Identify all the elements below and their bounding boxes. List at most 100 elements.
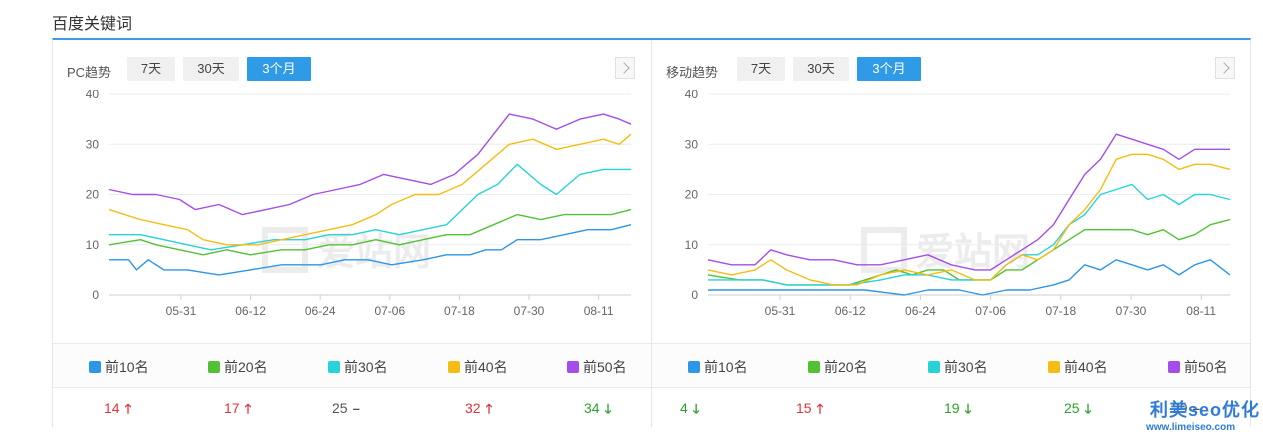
legend-item[interactable]: 前30名 — [928, 357, 988, 377]
legend-swatch — [928, 361, 940, 373]
legend-swatch — [1048, 361, 1060, 373]
x-tick-label: 07-18 — [444, 304, 475, 318]
rank-count-top30: 19 🡓 — [944, 400, 971, 422]
arrow-up-icon: 🡑 — [485, 401, 493, 416]
legend-label: 前30名 — [344, 359, 388, 375]
series-line-5 — [707, 133, 1230, 271]
legend-item[interactable]: 前10名 — [688, 357, 748, 377]
rank-count-top40: 25 🡓 — [1064, 400, 1091, 422]
arrow-up-icon: 🡑 — [244, 401, 252, 416]
legend-item[interactable]: 前40名 — [448, 357, 508, 377]
x-tick-label: 05-31 — [166, 304, 197, 318]
site-watermark: 利美seo优化 www.limeiseo.com — [1146, 396, 1260, 433]
y-tick-label: 10 — [685, 238, 699, 252]
arrow-up-icon: 🡑 — [816, 401, 824, 416]
x-tick-label: 08-11 — [1186, 304, 1216, 318]
legend-row: 前10名 前20名 前30名 前40名 前50名 — [652, 343, 1250, 387]
watermark-logo-icon — [861, 227, 907, 273]
series-line-1 — [109, 224, 632, 276]
chevron-right-icon — [1218, 62, 1230, 74]
x-tick-label: 06-12 — [235, 304, 266, 318]
arrow-down-icon: 🡓 — [1084, 401, 1092, 416]
legend-item[interactable]: 前40名 — [1048, 357, 1108, 377]
pc-trend-chart: 爱站网 0 10 20 30 40 05-31 06-12 06-24 07-06 07-18 07-… — [86, 90, 632, 318]
legend-swatch — [688, 361, 700, 373]
series-line-5 — [108, 113, 632, 216]
series-line-1 — [708, 259, 1231, 296]
legend-label: 前10名 — [105, 359, 149, 375]
next-arrow-button[interactable] — [1215, 57, 1235, 79]
legend-row: 前10名 前20名 前30名 前40名 前50名 — [53, 343, 651, 387]
next-arrow-button[interactable] — [615, 57, 635, 79]
tab-3m[interactable]: 3个月 — [247, 57, 311, 81]
legend-label: 前40名 — [1064, 359, 1108, 375]
x-tick-label: 07-18 — [1045, 304, 1076, 318]
legend-label: 前20名 — [824, 359, 868, 375]
chart-watermark: 爱站网 — [262, 227, 431, 274]
rank-count-top20: 17 🡑 — [224, 400, 251, 422]
rank-count-top30: 25– — [332, 400, 360, 416]
y-tick-label: 10 — [86, 238, 100, 252]
legend-label: 前10名 — [704, 359, 748, 375]
legend-item[interactable]: 前10名 — [89, 357, 149, 377]
arrow-down-icon: 🡓 — [964, 401, 972, 416]
legend-item[interactable]: 前30名 — [328, 357, 388, 377]
x-tick-label: 05-31 — [765, 304, 796, 318]
legend-label: 前20名 — [224, 359, 268, 375]
legend-swatch — [89, 361, 101, 373]
legend-swatch — [567, 361, 579, 373]
x-tick-label: 08-11 — [584, 304, 614, 318]
series-line-2 — [108, 208, 632, 256]
legend-swatch — [808, 361, 820, 373]
mobile-trend-panel: 移动趋势 7天 30天 3个月 爱站网 0 10 20 30 40 05-31 06-12 06… — [652, 40, 1250, 427]
section-title: 百度关键词 — [52, 16, 133, 33]
legend-item[interactable]: 前50名 — [567, 357, 627, 377]
arrow-down-icon: 🡓 — [604, 401, 612, 416]
tab-7d[interactable]: 7天 — [737, 57, 785, 81]
watermark-url: www.limeiseo.com — [1146, 422, 1236, 433]
dash-icon: – — [1192, 401, 1200, 416]
y-tick-label: 40 — [86, 90, 100, 101]
dash-icon: – — [352, 401, 360, 416]
rank-count-top10: 4 🡓 — [680, 400, 700, 422]
chevron-right-icon — [618, 62, 630, 74]
tab-30d[interactable]: 30天 — [183, 57, 239, 81]
y-tick-label: 20 — [86, 188, 100, 202]
legend-item[interactable]: 前20名 — [808, 357, 868, 377]
values-row: 14 🡑 17 🡑 25– 32 🡑 34 🡓 — [53, 387, 651, 427]
legend-label: 前50名 — [583, 359, 627, 375]
legend-label: 前30名 — [944, 359, 988, 375]
legend-swatch — [208, 361, 220, 373]
legend-item[interactable]: 前20名 — [208, 357, 268, 377]
legend-swatch — [448, 361, 460, 373]
x-tick-label: 06-12 — [835, 304, 866, 318]
x-tick-label: 06-24 — [305, 304, 336, 318]
x-tick-label: 07-06 — [975, 304, 1006, 318]
legend-item[interactable]: 前50名 — [1168, 357, 1228, 377]
rank-count-top20: 15 🡑 — [796, 400, 823, 422]
x-tick-label: 07-06 — [374, 304, 405, 318]
values-row: 4 🡓 15 🡑 19 🡓 25 🡓 29– — [652, 387, 1250, 427]
x-tick-label: 07-30 — [1116, 304, 1147, 318]
watermark-label: 爱站网 — [317, 230, 431, 274]
legend-swatch — [1168, 361, 1180, 373]
legend-label: 前50名 — [1184, 359, 1228, 375]
series-line-4 — [707, 153, 1231, 286]
y-tick-label: 20 — [685, 188, 699, 202]
legend-swatch — [328, 361, 340, 373]
x-tick-label: 07-30 — [514, 304, 545, 318]
series-line-3 — [109, 163, 631, 251]
legend-label: 前40名 — [464, 359, 508, 375]
tab-30d[interactable]: 30天 — [793, 57, 849, 81]
y-tick-label: 0 — [691, 288, 698, 302]
tab-3m[interactable]: 3个月 — [857, 57, 921, 81]
watermark-label: 爱站网 — [916, 230, 1030, 274]
pc-trend-panel: PC趋势 7天 30天 3个月 爱站网 0 10 20 30 40 05-31 06-12 06… — [53, 40, 652, 427]
panel-title: 移动趋势 — [666, 65, 719, 80]
rank-count-top10: 14 🡑 — [104, 400, 131, 422]
tab-7d[interactable]: 7天 — [127, 57, 175, 81]
series-line-4 — [108, 133, 632, 246]
arrow-down-icon: 🡓 — [692, 401, 700, 416]
x-tick-label: 06-24 — [905, 304, 936, 318]
